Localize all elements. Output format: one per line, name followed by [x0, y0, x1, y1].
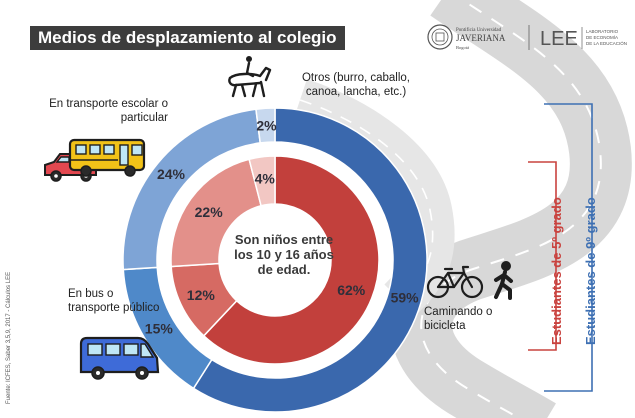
grade9-label-otros: 2%	[256, 117, 277, 133]
grade5-label-otros: 4%	[255, 171, 276, 187]
walking-person-icon	[494, 261, 513, 300]
javeriana-line-3: Bogotá	[456, 45, 469, 50]
lee-line-3: DE LA EDUCACIÓN	[586, 40, 627, 46]
label-otros: Otros (burro, caballo, canoa, lancha, et…	[301, 72, 410, 98]
lee-line-2: DE ECONOMÍA	[586, 34, 618, 40]
grade5-label-escolar: 22%	[195, 204, 224, 220]
grade-9-bracket	[544, 103, 593, 392]
source-note: Fuente: ICFES, Saber 3,5,9, 2017 - Cálcu…	[6, 271, 12, 404]
grade5-slice-otros	[248, 155, 276, 207]
grade5-slice-caminando	[202, 155, 380, 365]
horse-rider-icon	[228, 56, 272, 98]
lee-logo: LEE LABORATORIO DE ECONOMÍA DE LA EDUCAC…	[540, 27, 627, 50]
javeriana-line-1: Pontificia Universidad	[456, 28, 502, 33]
page-title: Medios de desplazamiento al colegio	[30, 26, 345, 50]
grade5-label-bus: 12%	[187, 287, 216, 303]
lee-line-1: LABORATORIO	[586, 29, 619, 34]
seal-icon	[427, 24, 453, 50]
grade9-slice-caminando	[192, 107, 428, 413]
grade9-slice-otros	[255, 107, 276, 144]
grade-5-bracket	[528, 161, 557, 351]
grade9-label-caminando: 59%	[391, 290, 420, 306]
label-escolar: En transporte escolar o particular	[49, 98, 168, 124]
label-bus: En bus o transporte público	[68, 288, 160, 314]
bicycle-icon	[426, 265, 484, 299]
grade9-label-escolar: 24%	[157, 166, 186, 182]
label-caminando: Caminando o bicicleta	[424, 306, 493, 332]
javeriana-line-2: JAVERIANA	[456, 33, 506, 43]
grade9-label-bus: 15%	[145, 321, 174, 337]
lee-mark: LEE	[540, 28, 578, 50]
school-bus-icon	[68, 138, 146, 177]
grade5-label-caminando: 62%	[337, 282, 366, 298]
javeriana-logo: Pontificia Universidad JAVERIANA Bogotá	[427, 24, 530, 50]
van-icon	[79, 336, 160, 380]
center-note: Son niños entre los 10 y 16 años de edad…	[234, 232, 334, 277]
